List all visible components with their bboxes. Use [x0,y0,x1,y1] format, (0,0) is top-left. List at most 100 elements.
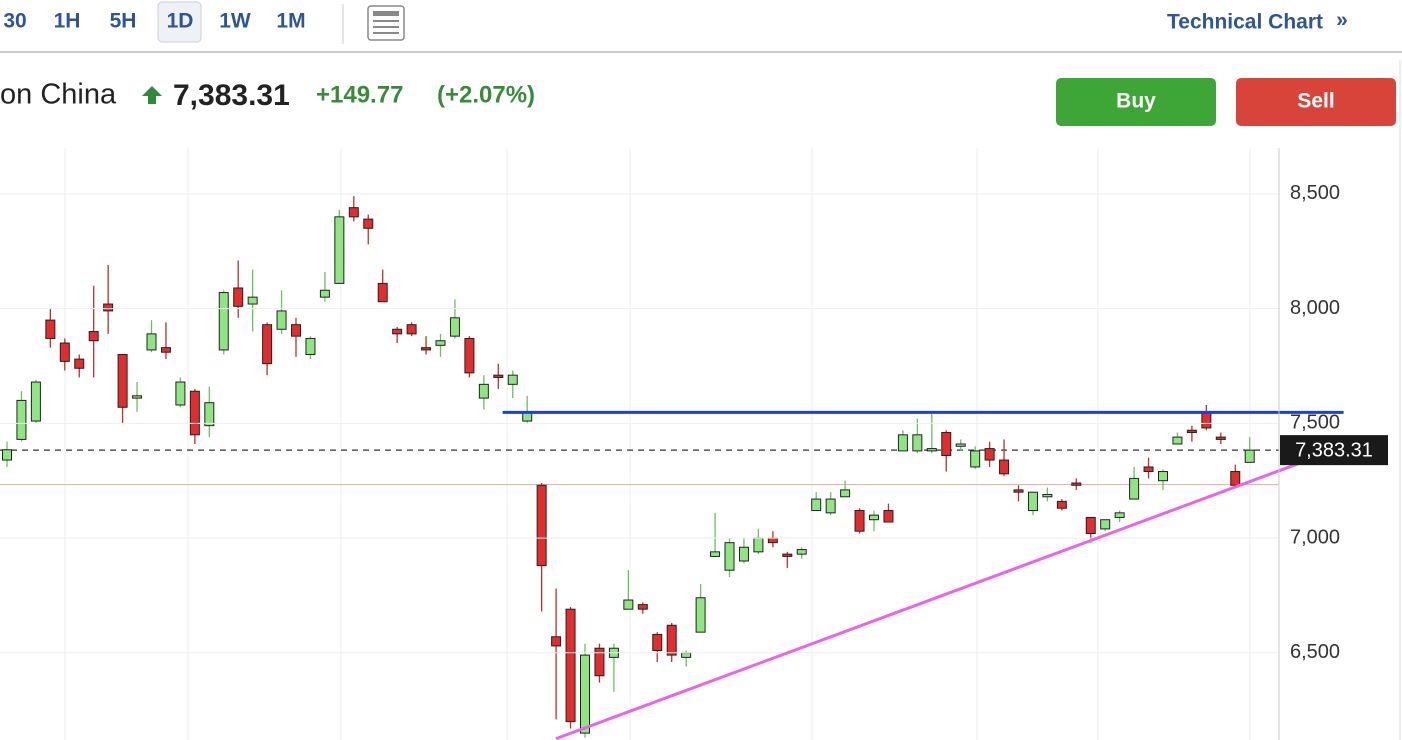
y-tick-label: 7,000 [1290,526,1340,548]
candle-body [594,647,605,677]
y-tick-label: 6,500 [1290,641,1340,663]
timeframe-tab[interactable]: 1H [54,10,81,33]
candle-body [580,654,590,734]
timeframe-tab[interactable]: 1D [167,10,194,33]
change: +149.77 [316,81,403,108]
candle-body [233,287,244,307]
timeframe-tab[interactable]: 1W [219,10,251,33]
price: 7,383.31 [173,79,290,112]
candle-body [464,337,475,374]
candle-body [363,218,374,229]
candle-body [88,331,99,342]
technical-chart-link[interactable]: Technical Chart [1167,11,1323,34]
candle-body [507,374,518,385]
change-pct: (+2.07%) [437,81,535,108]
candle-body [666,624,677,656]
candle-body [710,551,721,557]
candle-body [796,549,807,555]
candle-body [421,347,432,351]
candle-body [493,374,504,378]
candle-body [551,636,562,647]
candle-body [1100,519,1111,530]
candle-body [1071,482,1082,486]
candle-body [319,289,330,298]
candle-body [305,337,316,356]
candle-body [1186,429,1197,434]
candle-body [623,599,634,610]
candle-body [1230,471,1241,486]
candle-body [999,459,1010,475]
candle-body [724,542,735,571]
candle-body [782,553,793,557]
candle-body [392,328,403,335]
candle-body [30,381,41,422]
candle-body [1244,449,1255,463]
candle-body [1129,477,1140,500]
candle-body [435,340,446,346]
sell-button[interactable]: Sell [1236,78,1396,126]
buy-label[interactable]: Buy [1116,90,1156,113]
last-price-box [1280,435,1388,466]
up-arrow [142,86,162,104]
candles [0,196,1279,738]
candle-body [1056,500,1067,509]
candle-body [16,399,27,440]
candle-body [160,347,171,353]
candle-body [276,310,287,330]
candle-body [536,484,547,567]
last-price-label: 7,383.31 [1295,439,1373,461]
candle-body [449,317,460,337]
candle-body [204,402,215,427]
candle-body [406,324,417,335]
candle-body [1158,471,1168,482]
candle-body [1143,466,1154,473]
candle-body [348,207,359,218]
timeframe-tab[interactable]: 1M [276,10,305,33]
candle-body [132,395,143,399]
candle-body [1201,411,1212,429]
candle-body [291,324,301,337]
y-tick-label: 8,000 [1290,297,1340,319]
candle-body [1172,436,1183,445]
candle-body [854,510,865,532]
candle-body [247,296,258,305]
trendline [555,444,1346,740]
buy-button[interactable]: Buy [1056,78,1216,126]
candle-body [175,381,186,406]
candle-body [1085,516,1096,534]
candle-body [218,292,229,351]
candle-body [811,498,822,512]
selected-tab-box [157,1,202,43]
candle-body [869,514,879,521]
candle-body [955,443,966,447]
candle-body [984,448,995,461]
candle-body [74,358,85,369]
candle-body [897,434,908,452]
candle-body [478,383,489,399]
candle-body [189,390,200,436]
candle-body [146,333,157,351]
link-arrow[interactable]: » [1336,9,1348,32]
candle-body [262,324,273,365]
candle-body [565,608,576,723]
sell-label[interactable]: Sell [1297,90,1334,113]
candle-body [652,633,663,652]
candle-body [912,434,923,452]
candle-body [1027,491,1038,512]
layout-icon[interactable] [367,5,405,41]
candle-body [681,652,692,658]
timeframe-tab[interactable]: 30 [3,10,26,33]
candle-body [2,449,12,461]
candle-body [883,510,894,523]
candle-body [1042,493,1053,498]
timeframe-tab[interactable]: 5H [110,10,137,33]
candle-body [59,342,70,362]
candle-body [334,216,345,284]
header: on China 7,383.31 +149.77 (+2.07%) Buy S… [0,78,1396,126]
toolbar: Technical Chart » 30 1H 5H 1D 1W 1M [0,1,1402,53]
candle-body [377,282,388,303]
candle-body [767,537,778,544]
candle-body [970,450,981,468]
instrument-title: on China [0,79,117,111]
